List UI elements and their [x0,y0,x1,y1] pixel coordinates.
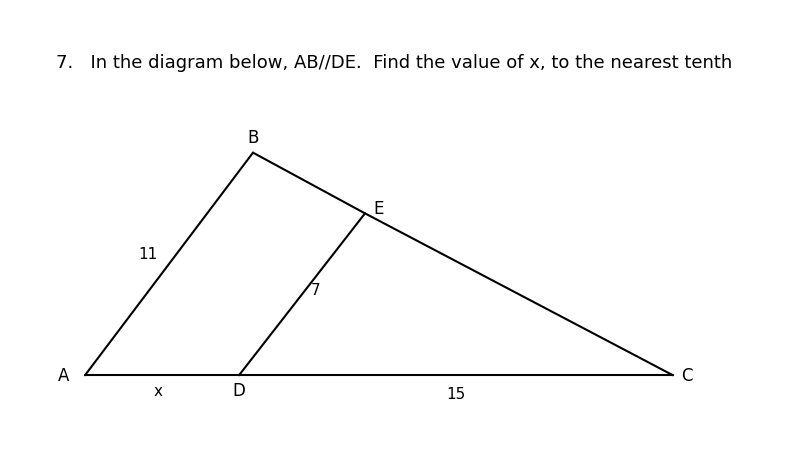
Text: A: A [58,367,70,384]
Text: B: B [247,129,258,147]
Text: 11: 11 [138,247,158,262]
Text: x: x [154,383,162,398]
Text: D: D [233,382,246,400]
Text: C: C [682,367,693,384]
Text: 15: 15 [446,386,466,401]
Text: 7.   In the diagram below, AB//DE.  Find the value of x, to the nearest tenth: 7. In the diagram below, AB//DE. Find th… [56,54,732,72]
Text: 7: 7 [311,282,321,297]
Text: E: E [374,200,384,218]
